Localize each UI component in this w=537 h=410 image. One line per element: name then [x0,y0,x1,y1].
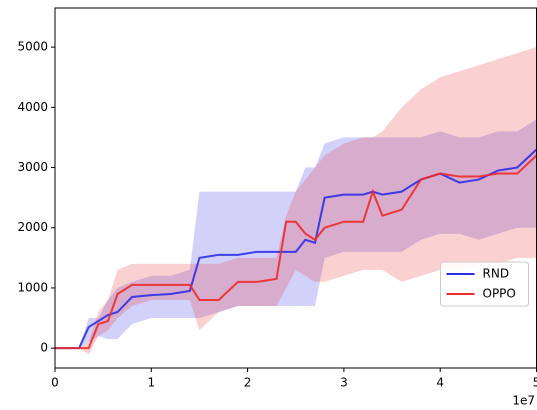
x-tick-label: 3 [340,376,348,390]
x-tick-label: 5 [533,376,537,390]
y-tick-label: 1000 [17,280,48,294]
confidence-band [55,47,537,355]
x-tick-label: 4 [436,376,444,390]
confidence-band [55,119,537,349]
legend-label: RND [483,267,510,281]
y-tick-label: 3000 [17,160,48,174]
y-tick-label: 2000 [17,220,48,234]
y-tick-label: 5000 [17,40,48,54]
y-tick-label: 4000 [17,100,48,114]
y-tick-label: 0 [40,341,48,355]
legend-label: OPPO [483,287,516,301]
x-tick-label: 1 [147,376,155,390]
x-offset-label: 1e7 [512,394,535,408]
series-line [55,154,537,350]
x-tick-label: 2 [244,376,252,390]
x-tick-label: 0 [51,376,59,390]
